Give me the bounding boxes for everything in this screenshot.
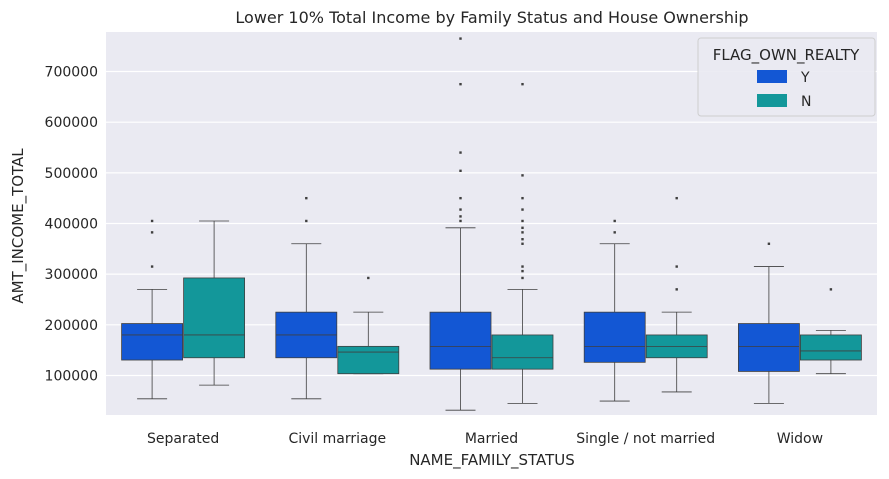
outlier-point	[521, 219, 524, 223]
outlier-point	[459, 151, 462, 154]
outlier-point	[150, 265, 154, 268]
box-body	[738, 323, 800, 372]
outlier-point	[459, 37, 462, 40]
outlier-point	[675, 265, 678, 268]
x-tick-label: Separated	[147, 431, 219, 447]
outlier-point	[521, 269, 524, 273]
y-tick-label: 100000	[45, 368, 98, 384]
box-body	[491, 334, 554, 370]
box-n-1	[337, 276, 400, 375]
x-tick-label: Widow	[777, 431, 823, 447]
box-y-4	[738, 242, 800, 404]
outlier-point	[150, 219, 154, 223]
box-y-1	[275, 196, 338, 400]
outlier-point	[521, 231, 524, 234]
y-tick-label: 500000	[45, 166, 98, 182]
box-series	[121, 37, 862, 411]
legend-label-y: Y	[800, 70, 810, 86]
outlier-point	[367, 276, 370, 280]
outlier-point	[521, 276, 524, 280]
x-tick-label: Married	[465, 431, 518, 447]
outlier-point	[150, 231, 154, 234]
y-tick-label: 400000	[45, 217, 98, 233]
y-axis-label: AMT_INCOME_TOTAL	[9, 148, 28, 304]
outlier-point	[675, 196, 678, 200]
outlier-point	[613, 219, 616, 223]
outlier-point	[675, 288, 678, 291]
y-axis-ticks: 100000 200000 300000 400000 500000 600000 7000…	[45, 65, 98, 385]
outlier-point	[305, 196, 308, 200]
y-tick-label: 700000	[45, 65, 98, 81]
outlier-point	[829, 288, 833, 291]
outlier-point	[521, 238, 524, 241]
outlier-point	[459, 82, 462, 86]
legend-swatch-y	[757, 70, 787, 83]
outlier-point	[521, 265, 524, 268]
y-tick-label: 300000	[45, 267, 98, 283]
outlier-point	[459, 208, 462, 211]
outlier-point	[459, 215, 462, 218]
box-body	[337, 345, 400, 375]
box-body	[583, 311, 646, 363]
outlier-point	[305, 219, 308, 223]
outlier-point	[521, 226, 524, 230]
box-body	[800, 334, 862, 361]
box-body	[429, 311, 492, 370]
x-tick-label: Single / not married	[576, 431, 715, 447]
legend-label-n: N	[801, 94, 811, 110]
outlier-point	[613, 231, 616, 234]
outlier-point	[459, 196, 462, 200]
box-body	[183, 277, 246, 359]
outlier-point	[521, 174, 524, 177]
legend-swatch-n	[757, 94, 787, 107]
legend-title: FLAG_OWN_REALTY	[713, 46, 860, 65]
outlier-point	[521, 208, 524, 211]
box-n-4	[800, 288, 862, 375]
outlier-point	[521, 196, 524, 200]
x-axis-ticks: Separated Civil marriage Married Single / n…	[147, 431, 823, 447]
y-tick-label: 600000	[45, 115, 98, 131]
x-tick-label: Civil marriage	[288, 431, 386, 447]
outlier-point	[521, 82, 524, 86]
chart-title: Lower 10% Total Income by Family Status …	[235, 8, 748, 27]
outlier-point	[521, 242, 524, 245]
y-tick-label: 200000	[45, 318, 98, 334]
box-n-0	[183, 220, 246, 386]
box-y-2	[429, 37, 492, 411]
legend: FLAG_OWN_REALTY Y N	[697, 37, 876, 117]
box-n-3	[645, 196, 708, 393]
x-axis-label: NAME_FAMILY_STATUS	[409, 451, 575, 470]
box-y-3	[583, 219, 646, 402]
box-body	[121, 323, 183, 361]
box-y-0	[121, 219, 183, 400]
outlier-point	[459, 219, 462, 223]
box-n-2	[491, 82, 554, 404]
outlier-point	[459, 169, 462, 173]
outlier-point	[767, 242, 771, 245]
